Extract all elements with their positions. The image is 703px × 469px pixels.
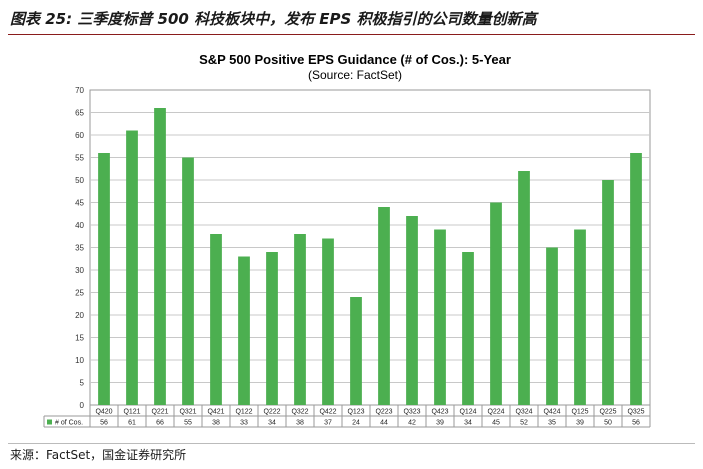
bar	[434, 229, 446, 405]
x-tick-label: Q321	[179, 409, 196, 416]
data-label: 39	[576, 420, 584, 427]
bar	[378, 207, 390, 405]
x-tick-label: Q221	[151, 409, 168, 416]
y-tick-label: 25	[75, 289, 84, 298]
y-tick-label: 0	[80, 401, 85, 410]
bar	[322, 238, 334, 405]
data-table: # of Cos. Q420 56 Q121 61 Q221 66 Q321 55 Q421 38 Q…	[43, 405, 651, 428]
data-label: 50	[604, 420, 612, 427]
bar	[630, 153, 642, 405]
bar	[490, 202, 502, 405]
x-tick-label: Q122	[235, 409, 252, 416]
y-tick-label: 15	[75, 334, 84, 343]
bar	[350, 297, 362, 405]
y-tick-label: 35	[75, 244, 84, 253]
y-axis-ticks: 0 5 10 15 20 25 30 35 40 45 50 55 60 65 70	[75, 86, 84, 410]
data-label: 55	[184, 420, 192, 427]
y-tick-label: 30	[75, 266, 84, 275]
bar	[294, 234, 306, 405]
x-tick-label: Q324	[515, 409, 532, 416]
x-tick-label: Q420	[95, 409, 112, 416]
bars	[98, 108, 642, 405]
bar	[546, 247, 558, 405]
data-label: 37	[324, 420, 332, 427]
data-label: 61	[128, 420, 136, 427]
bar	[574, 229, 586, 405]
x-tick-label: Q322	[291, 409, 308, 416]
chart-container: S&P 500 Positive EPS Guidance (# of Cos.…	[10, 37, 700, 442]
bar	[98, 153, 110, 405]
x-tick-label: Q424	[543, 409, 560, 416]
bar	[182, 157, 194, 405]
y-tick-label: 45	[75, 199, 84, 208]
data-label: 45	[492, 420, 500, 427]
chart-title: S&P 500 Positive EPS Guidance (# of Cos.…	[199, 52, 511, 67]
data-label: 34	[464, 420, 472, 427]
data-label: 38	[296, 420, 304, 427]
x-tick-label: Q124	[459, 409, 476, 416]
data-label: 42	[408, 420, 416, 427]
data-label: 35	[548, 420, 556, 427]
data-label: 56	[632, 420, 640, 427]
x-tick-label: Q422	[319, 409, 336, 416]
bar	[210, 234, 222, 405]
footer-divider	[8, 443, 695, 444]
bar	[518, 171, 530, 405]
y-tick-label: 70	[75, 86, 84, 95]
bar	[266, 252, 278, 405]
y-tick-label: 5	[80, 379, 85, 388]
data-label: 52	[520, 420, 528, 427]
data-label: 24	[352, 420, 360, 427]
y-tick-label: 20	[75, 311, 84, 320]
data-label: 44	[380, 420, 388, 427]
data-label: 39	[436, 420, 444, 427]
data-label: 34	[268, 420, 276, 427]
x-tick-label: Q323	[403, 409, 420, 416]
bar	[406, 216, 418, 405]
x-tick-label: Q325	[627, 409, 644, 416]
x-tick-label: Q123	[347, 409, 364, 416]
y-tick-label: 60	[75, 131, 84, 140]
bar	[238, 256, 250, 405]
y-tick-label: 10	[75, 356, 84, 365]
chart-subtitle: (Source: FactSet)	[308, 68, 402, 82]
x-tick-label: Q421	[207, 409, 224, 416]
bar	[126, 130, 138, 405]
caption-divider	[8, 34, 695, 35]
y-tick-label: 50	[75, 176, 84, 185]
x-tick-label: Q222	[263, 409, 280, 416]
gridlines	[89, 89, 651, 406]
x-tick-label: Q225	[599, 409, 616, 416]
data-label: 38	[212, 420, 220, 427]
data-label: 56	[100, 420, 108, 427]
source-note: 来源：FactSet，国金证券研究所	[10, 448, 187, 462]
x-tick-label: Q223	[375, 409, 392, 416]
bar	[462, 252, 474, 405]
y-tick-label: 40	[75, 221, 84, 230]
legend-swatch	[47, 419, 52, 425]
y-tick-label: 55	[75, 154, 84, 163]
bar	[154, 108, 166, 405]
legend-label: # of Cos.	[55, 420, 83, 427]
y-tick-label: 65	[75, 109, 84, 118]
data-label: 66	[156, 420, 164, 427]
data-label: 33	[240, 420, 248, 427]
bar	[602, 180, 614, 405]
x-tick-label: Q423	[431, 409, 448, 416]
x-tick-label: Q121	[123, 409, 140, 416]
x-tick-label: Q224	[487, 409, 504, 416]
bar-chart: S&P 500 Positive EPS Guidance (# of Cos.…	[43, 52, 651, 428]
figure-caption: 图表 25: 三季度标普 500 科技板块中，发布 EPS 积极指引的公司数量创…	[10, 10, 537, 28]
x-tick-label: Q125	[571, 409, 588, 416]
